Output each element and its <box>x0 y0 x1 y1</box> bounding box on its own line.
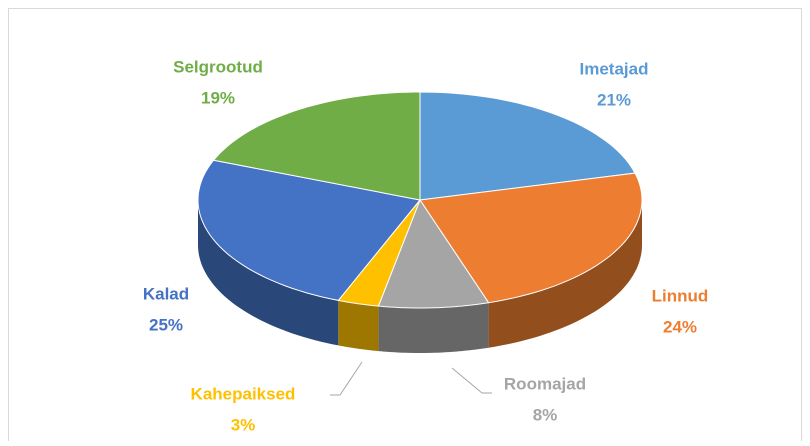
slice-value-label: 3% <box>231 415 256 434</box>
slice-label: Selgrootud <box>173 57 263 76</box>
slice-label: Roomajad <box>504 374 586 393</box>
pie-slice-side <box>488 200 642 348</box>
pie-slice <box>337 199 421 307</box>
slice-label: Imetajad <box>580 59 649 78</box>
data-labels: Imetajad 21% Linnud 24% Roomajad 8% Kahepaikse… <box>143 57 708 434</box>
slice-label: Kalad <box>143 284 189 303</box>
pie-slice <box>197 159 421 301</box>
pie-slice <box>419 91 636 201</box>
pie-tops <box>197 91 643 309</box>
slice-label: Linnud <box>652 286 709 305</box>
leader-line <box>330 361 363 396</box>
pie-slice-side <box>378 302 489 353</box>
slice-value-label: 8% <box>533 405 558 424</box>
pie-slice <box>419 172 643 304</box>
slice-label: Kahepaiksed <box>191 384 296 403</box>
slice-value-label: 19% <box>201 88 235 107</box>
slice-value-label: 21% <box>597 90 631 109</box>
pie-sides <box>198 200 642 353</box>
pie-slice-side <box>338 300 379 352</box>
leader-line <box>451 367 492 394</box>
pie-slice <box>377 198 490 309</box>
pie-slice <box>212 91 421 201</box>
pie-slice-side <box>198 200 339 346</box>
slice-value-label: 24% <box>663 317 697 336</box>
slice-value-label: 25% <box>149 315 183 334</box>
